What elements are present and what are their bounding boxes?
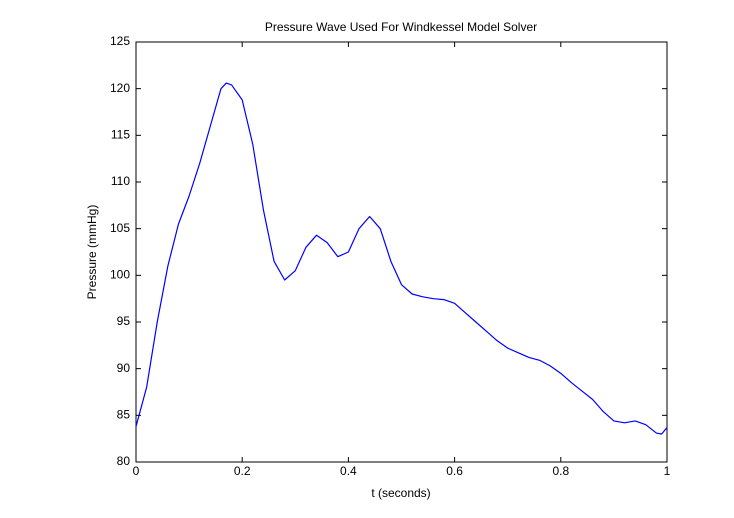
plot-area xyxy=(135,41,668,463)
y-tick-label: 110 xyxy=(111,174,130,188)
data-line xyxy=(135,82,668,435)
x-tick-label: 0.8 xyxy=(552,464,569,478)
x-tick-label: 0.4 xyxy=(340,464,357,478)
x-tick-label: 0.2 xyxy=(234,464,251,478)
y-tick-label: 100 xyxy=(110,268,130,282)
y-tick-label: 80 xyxy=(117,454,131,468)
y-tick-label: 105 xyxy=(110,221,130,235)
y-axis-label: Pressure (mmHg) xyxy=(85,205,99,300)
y-tick-label: 90 xyxy=(117,361,131,375)
y-tick-label: 125 xyxy=(110,34,130,48)
x-axis-label: t (seconds) xyxy=(371,486,430,500)
y-tick-label: 120 xyxy=(110,81,130,95)
x-tick-label: 0 xyxy=(133,464,140,478)
x-tick-label: 1 xyxy=(664,464,671,478)
y-tick-label: 115 xyxy=(111,128,130,142)
chart-title: Pressure Wave Used For Windkessel Model … xyxy=(265,20,537,34)
y-tick-label: 85 xyxy=(117,408,131,422)
y-tick-label: 95 xyxy=(117,314,131,328)
x-tick-label: 0.6 xyxy=(446,464,463,478)
